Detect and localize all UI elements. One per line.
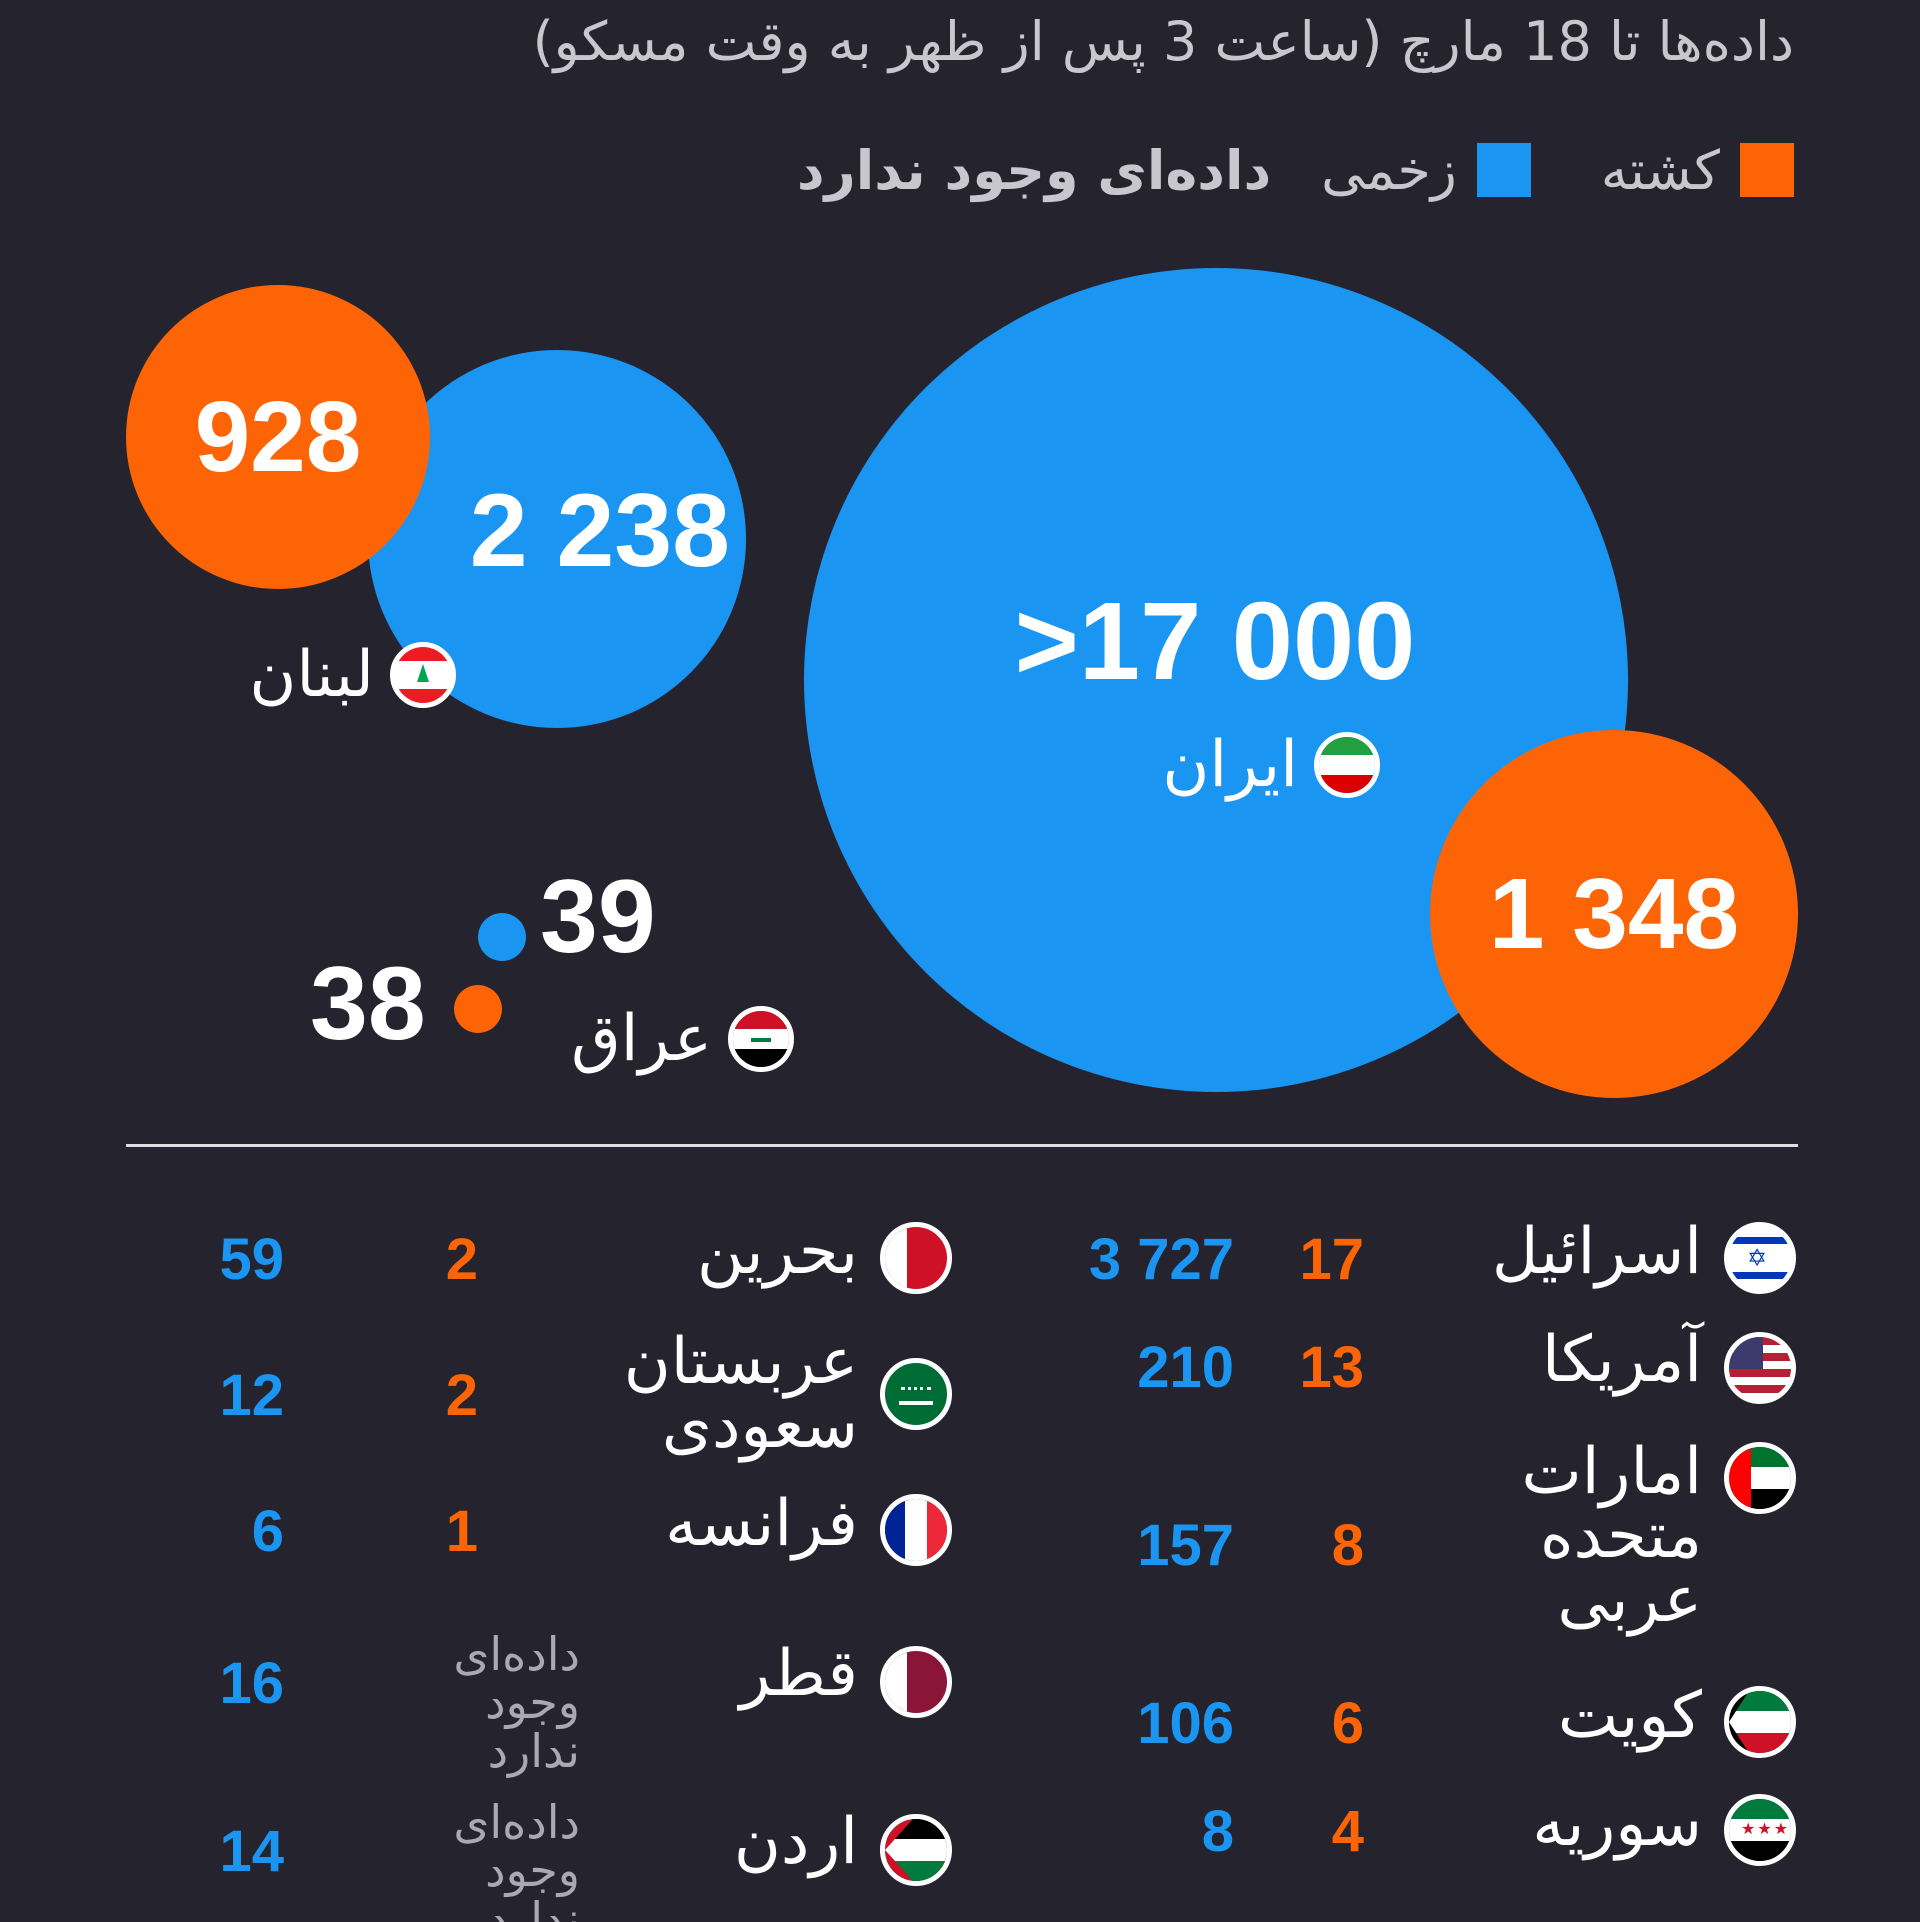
iraq-label: عراق	[571, 1002, 794, 1076]
saudi-name: عربستان سعودی	[623, 1325, 858, 1463]
divider	[126, 1144, 1798, 1147]
jordan-killed: داده‌ای وجود ندارد	[453, 1795, 580, 1922]
legend-killed-label: کشته	[1600, 138, 1720, 202]
uae-wounded: 157	[1137, 1513, 1234, 1578]
iraq-flag-icon	[728, 1006, 794, 1072]
iran-label: ایران	[1162, 728, 1380, 802]
france-flag-icon	[880, 1494, 952, 1566]
legend-no-data-label: داده‌ای وجود ندارد	[796, 138, 1272, 202]
france-name: فرانسه	[665, 1487, 858, 1561]
israel-killed: 17	[1299, 1227, 1364, 1292]
bahrain-name: بحرین	[697, 1215, 858, 1289]
bahrain-flag-icon	[880, 1222, 952, 1294]
syria-name: سوریه	[1532, 1787, 1702, 1861]
usa-killed: 13	[1299, 1335, 1364, 1400]
qatar-killed: داده‌ای وجود ندارد	[453, 1627, 580, 1778]
lebanon-killed-bubble: 928	[126, 285, 430, 589]
saudi-killed: 2	[445, 1363, 478, 1428]
lebanon-flag-icon	[390, 642, 456, 708]
legend: کشته زخمی داده‌ای وجود ندارد	[797, 130, 1794, 210]
killed-swatch	[1740, 143, 1794, 197]
iran-flag-icon	[1314, 732, 1380, 798]
iraq-killed-dot	[454, 985, 502, 1033]
saudi-wounded: 12	[219, 1363, 284, 1428]
jordan-wounded: 14	[219, 1819, 284, 1884]
lebanon-name: لبنان	[249, 638, 374, 712]
usa-flag-icon	[1724, 1332, 1796, 1404]
legend-wounded-label: زخمی	[1321, 138, 1457, 202]
kuwait-name: کویت	[1557, 1679, 1702, 1753]
iran-wounded-value: >17 000	[1014, 580, 1416, 703]
france-killed: 1	[445, 1499, 478, 1564]
lebanon-killed-value: 928	[194, 380, 362, 493]
israel-flag-icon: ✡	[1724, 1222, 1796, 1294]
kuwait-killed: 6	[1331, 1691, 1364, 1756]
france-wounded: 6	[251, 1499, 284, 1564]
iraq-name: عراق	[571, 1002, 712, 1076]
uae-name: امارات متحده عربی	[1521, 1435, 1703, 1637]
qatar-flag-icon	[880, 1646, 952, 1718]
iran-killed-value: 1 348	[1488, 857, 1740, 970]
qatar-wounded: 16	[219, 1651, 284, 1716]
lebanon-label: لبنان	[249, 638, 456, 712]
uae-flag-icon	[1724, 1442, 1796, 1514]
israel-name: اسرائیل	[1491, 1215, 1702, 1289]
iraq-wounded-value: 39	[540, 859, 656, 975]
usa-name: آمریکا	[1541, 1323, 1702, 1397]
kuwait-wounded: 106	[1137, 1691, 1234, 1756]
bahrain-wounded: 59	[219, 1227, 284, 1292]
wounded-swatch	[1476, 143, 1531, 197]
uae-killed: 8	[1331, 1513, 1364, 1578]
usa-wounded: 210	[1137, 1335, 1234, 1400]
kuwait-flag-icon	[1724, 1686, 1796, 1758]
iraq-wounded-dot	[478, 913, 526, 961]
qatar-name: قطر	[739, 1637, 858, 1711]
iran-name: ایران	[1162, 728, 1298, 802]
iraq-killed-value: 38	[310, 946, 426, 1062]
syria-killed: 4	[1331, 1799, 1364, 1864]
syria-wounded: 8	[1201, 1799, 1234, 1864]
bahrain-killed: 2	[445, 1227, 478, 1292]
jordan-name: اردن	[733, 1805, 858, 1879]
israel-wounded: 3 727	[1088, 1227, 1234, 1292]
lebanon-wounded-value: 2 238	[469, 473, 730, 589]
iran-killed-bubble: 1 348	[1430, 730, 1798, 1098]
saudi-flag-icon	[880, 1358, 952, 1430]
jordan-flag-icon	[880, 1814, 952, 1886]
syria-flag-icon: ★★★	[1724, 1794, 1796, 1866]
subtitle: داده‌ها تا 18 مارچ (ساعت 3 پس از ظهر به …	[532, 10, 1794, 73]
